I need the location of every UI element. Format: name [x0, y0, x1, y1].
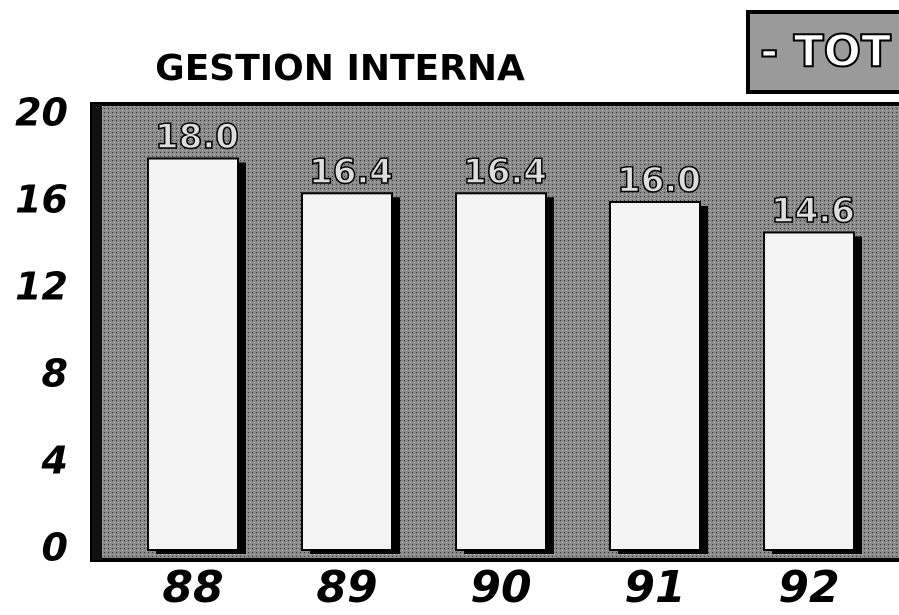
chart-title: GESTION INTERNA	[155, 48, 525, 89]
bar	[301, 192, 393, 552]
x-tick-label: 89	[316, 562, 377, 611]
x-tick-label: 90	[470, 562, 531, 611]
x-tick-label: 92	[778, 562, 839, 611]
value-label: 16.4	[309, 152, 393, 192]
bar	[609, 201, 701, 551]
value-label: 18.0	[155, 117, 239, 157]
bar	[763, 231, 855, 551]
bar	[147, 157, 239, 551]
y-tick-label: 0	[42, 526, 68, 570]
plot-frame	[92, 104, 102, 560]
y-tick-label: 20	[15, 91, 68, 135]
bar	[455, 192, 547, 552]
subtitle-box	[746, 10, 899, 94]
x-tick-label: 88	[162, 562, 223, 611]
y-tick-label: 16	[15, 178, 68, 222]
subtitle: - TOT	[760, 26, 891, 77]
x-tick-label: 91	[624, 562, 685, 611]
y-tick-label: 4	[41, 439, 68, 483]
value-label: 16.4	[463, 152, 547, 192]
y-tick-label: 12	[15, 265, 68, 309]
value-label: 14.6	[771, 191, 855, 231]
y-tick-label: 8	[42, 352, 68, 396]
value-label: 16.0	[617, 161, 701, 201]
